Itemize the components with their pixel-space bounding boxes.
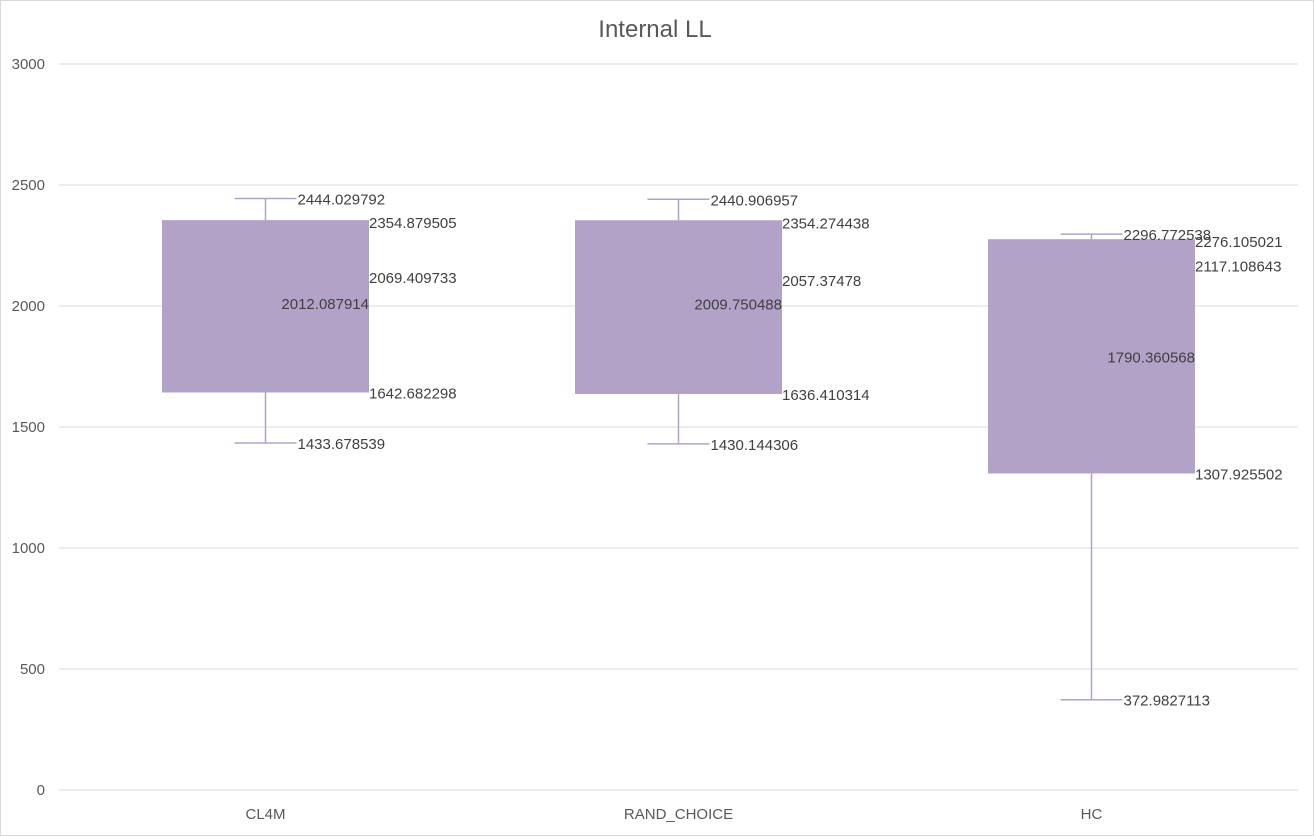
max-label: 2444.029792 <box>298 192 386 209</box>
chart-title: Internal LL <box>598 16 711 43</box>
q1-label: 1642.682298 <box>369 385 457 402</box>
min-label: 1433.678539 <box>298 436 386 453</box>
q3-label: 2276.105021 <box>1195 234 1283 251</box>
x-category-label: RAND_CHOICE <box>624 806 733 823</box>
median-label: 2012.087914 <box>281 296 369 313</box>
x-category-label: CL4M <box>245 806 285 823</box>
mean-label: 2117.108643 <box>1195 259 1281 276</box>
mean-label: 2069.409733 <box>369 270 457 287</box>
mean-label: 2057.37478 <box>782 273 861 290</box>
y-tick-label: 0 <box>37 782 45 799</box>
y-axis-ticks: 0 500 1000 1500 2000 2500 3000 <box>12 56 45 799</box>
min-label: 1430.144306 <box>711 437 799 454</box>
box-cl4m <box>162 220 369 393</box>
y-tick-label: 1500 <box>12 419 45 436</box>
y-tick-label: 2500 <box>12 177 45 194</box>
box-rand-choice <box>575 220 782 394</box>
y-tick-label: 500 <box>20 661 45 678</box>
x-category-label: HC <box>1081 806 1103 823</box>
box-hc <box>988 239 1195 474</box>
q1-label: 1307.925502 <box>1195 466 1283 483</box>
y-tick-label: 2000 <box>12 298 45 315</box>
y-tick-label: 1000 <box>12 540 45 557</box>
q1-label: 1636.410314 <box>782 387 870 404</box>
data-labels: 2444.029792 1433.678539 2354.879505 1642.68… <box>281 192 1282 710</box>
x-axis-categories: CL4M RAND_CHOICE HC <box>245 806 1102 823</box>
max-label: 2440.906957 <box>711 192 799 209</box>
max-label: 2296.772538 <box>1124 227 1212 244</box>
q3-label: 2354.879505 <box>369 215 457 232</box>
min-label: 372.9827113 <box>1124 693 1210 710</box>
y-tick-label: 3000 <box>12 56 45 73</box>
median-label: 2009.750488 <box>694 297 782 314</box>
boxes <box>162 197 1195 701</box>
median-label: 1790.360568 <box>1107 350 1195 367</box>
q3-label: 2354.274438 <box>782 215 870 232</box>
